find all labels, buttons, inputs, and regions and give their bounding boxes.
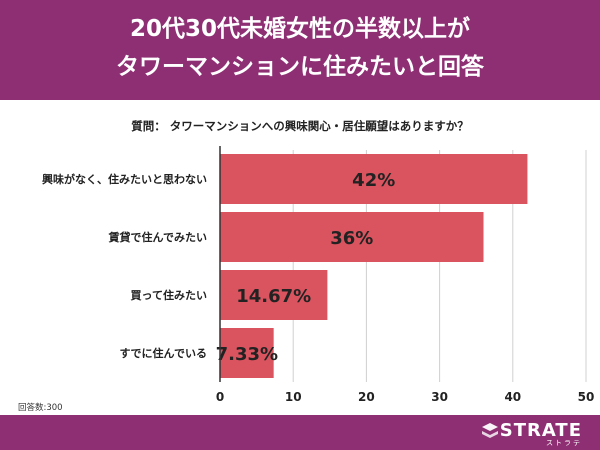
category-label: 買って住みたい: [131, 288, 207, 302]
x-tick-label: 0: [216, 390, 224, 404]
data-label: 14.67%: [236, 286, 311, 307]
bar-chart: 興味がなく、住みたいと思わない 42% 賃貸で住んでみたい 36% 買って住みたい 14.…: [18, 146, 595, 413]
respondents-count: 回答数:300: [18, 402, 63, 413]
survey-question: 質問： タワーマンションへの興味関心・居住願望はありますか？: [131, 119, 469, 133]
data-label: 7.33%: [216, 344, 278, 365]
x-tick-label: 10: [285, 390, 302, 404]
category-label: すでに住んでいる: [119, 346, 207, 360]
brand-name: STRATE: [499, 420, 582, 441]
bar: [220, 154, 528, 204]
strate-logo-icon: [482, 423, 498, 438]
header-banner: 20代30代未婚女性の半数以上が タワーマンションに住みたいと回答: [0, 0, 600, 100]
data-label: 36%: [330, 228, 373, 249]
category-label: 賃貸で住んでみたい: [108, 230, 207, 244]
footer-banner: STRATE ストラテ: [0, 415, 600, 450]
x-tick-label: 40: [504, 390, 521, 404]
x-tick-label: 20: [358, 390, 375, 404]
x-tick-label: 30: [431, 390, 448, 404]
title-line-2: タワーマンションに住みたいと回答: [116, 54, 484, 80]
brand-sub: ストラテ: [546, 439, 582, 447]
title-line-1: 20代30代未婚女性の半数以上が: [129, 16, 470, 42]
bar: [220, 270, 328, 320]
data-label: 42%: [352, 170, 395, 191]
x-tick-label: 50: [578, 390, 595, 404]
bar: [220, 328, 274, 378]
category-label: 興味がなく、住みたいと思わない: [42, 172, 207, 186]
bar: [220, 212, 484, 262]
